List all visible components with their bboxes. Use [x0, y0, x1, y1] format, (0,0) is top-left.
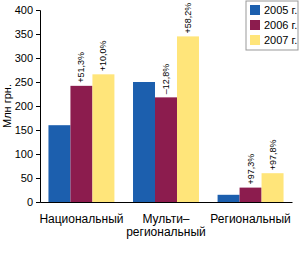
x-tick-label-line: Мульти–	[142, 212, 189, 226]
y-tick-label: 0	[27, 196, 33, 208]
y-tick-mark	[36, 154, 40, 155]
y-tick-mark	[36, 82, 40, 83]
chart: +51,3% –12,8% +97,3% +10,0% +58,2% +97,8% 0 50 1…	[0, 0, 300, 254]
annotation: +10,0%	[98, 41, 108, 72]
legend-label: 2005 г.	[264, 4, 297, 16]
x-axis: НациональныйМульти–региональныйРегиональ…	[39, 203, 292, 240]
y-tick: 150	[15, 124, 40, 136]
legend-label: 2007 г.	[264, 34, 297, 46]
bar	[70, 86, 92, 202]
y-tick-mark	[36, 106, 40, 107]
bar	[262, 173, 284, 202]
y-axis-title: Млн грн.	[1, 84, 13, 128]
x-tick: Мульти–региональный	[126, 212, 206, 240]
x-tick: Национальный	[39, 212, 123, 226]
y-tick: 0	[27, 196, 40, 208]
x-axis-line	[41, 202, 293, 203]
x-tick: Региональный	[210, 212, 290, 226]
legend-swatch	[250, 20, 260, 30]
legend-box	[246, 1, 298, 50]
x-tick-label-line: региональный	[126, 225, 206, 239]
y-tick-label: 50	[21, 172, 33, 184]
y-tick-label: 200	[15, 100, 33, 112]
bar	[92, 74, 114, 202]
y-tick: 400	[15, 4, 40, 16]
y-tick-label: 300	[15, 52, 33, 64]
y-axis-line	[36, 11, 41, 203]
y-axis: 0 50 100 150 200 250 300 350 400	[15, 4, 41, 208]
y-tick-label: 100	[15, 148, 33, 160]
y-tick-mark	[36, 178, 40, 179]
bar	[133, 82, 155, 202]
bar	[218, 195, 240, 202]
y-tick-label: 400	[15, 4, 33, 16]
plot: +51,3% –12,8% +97,3% +10,0% +58,2% +97,8% 0 50 1…	[15, 3, 293, 240]
annotation: –12,8%	[161, 64, 171, 95]
annotation: +51,3%	[76, 52, 86, 83]
x-tick-label: Мульти–региональный	[126, 212, 206, 240]
y-tick: 50	[21, 172, 40, 184]
legend-swatch	[250, 5, 260, 15]
y-tick: 100	[15, 148, 40, 160]
y-tick-mark	[36, 130, 40, 131]
y-tick-label: 150	[15, 124, 33, 136]
annotation: +58,2%	[183, 3, 193, 34]
legend-swatch	[250, 35, 260, 45]
x-tick-label-line: Региональный	[210, 212, 290, 226]
legend-label: 2006 г.	[264, 19, 297, 31]
legend: 2005 г. 2006 г. 2007 г.	[246, 1, 298, 50]
bars	[48, 36, 283, 202]
y-tick: 300	[15, 52, 40, 64]
annotation: +97,3%	[246, 154, 256, 185]
y-tick: 350	[15, 28, 40, 40]
x-tick-label-line: Национальный	[39, 212, 123, 226]
bar	[155, 97, 177, 202]
bar	[240, 188, 262, 202]
y-tick-label: 350	[15, 28, 33, 40]
annotation: +97,8%	[268, 139, 278, 170]
y-tick-mark	[36, 10, 40, 11]
y-tick-label: 250	[15, 76, 33, 88]
y-tick-mark	[36, 58, 40, 59]
y-tick: 200	[15, 100, 40, 112]
bar	[48, 125, 70, 202]
y-tick-mark	[36, 34, 40, 35]
bar	[177, 36, 199, 202]
x-tick-label: Национальный	[39, 212, 123, 226]
x-tick-label: Региональный	[210, 212, 290, 226]
y-tick-mark	[36, 202, 40, 203]
y-tick: 250	[15, 76, 40, 88]
